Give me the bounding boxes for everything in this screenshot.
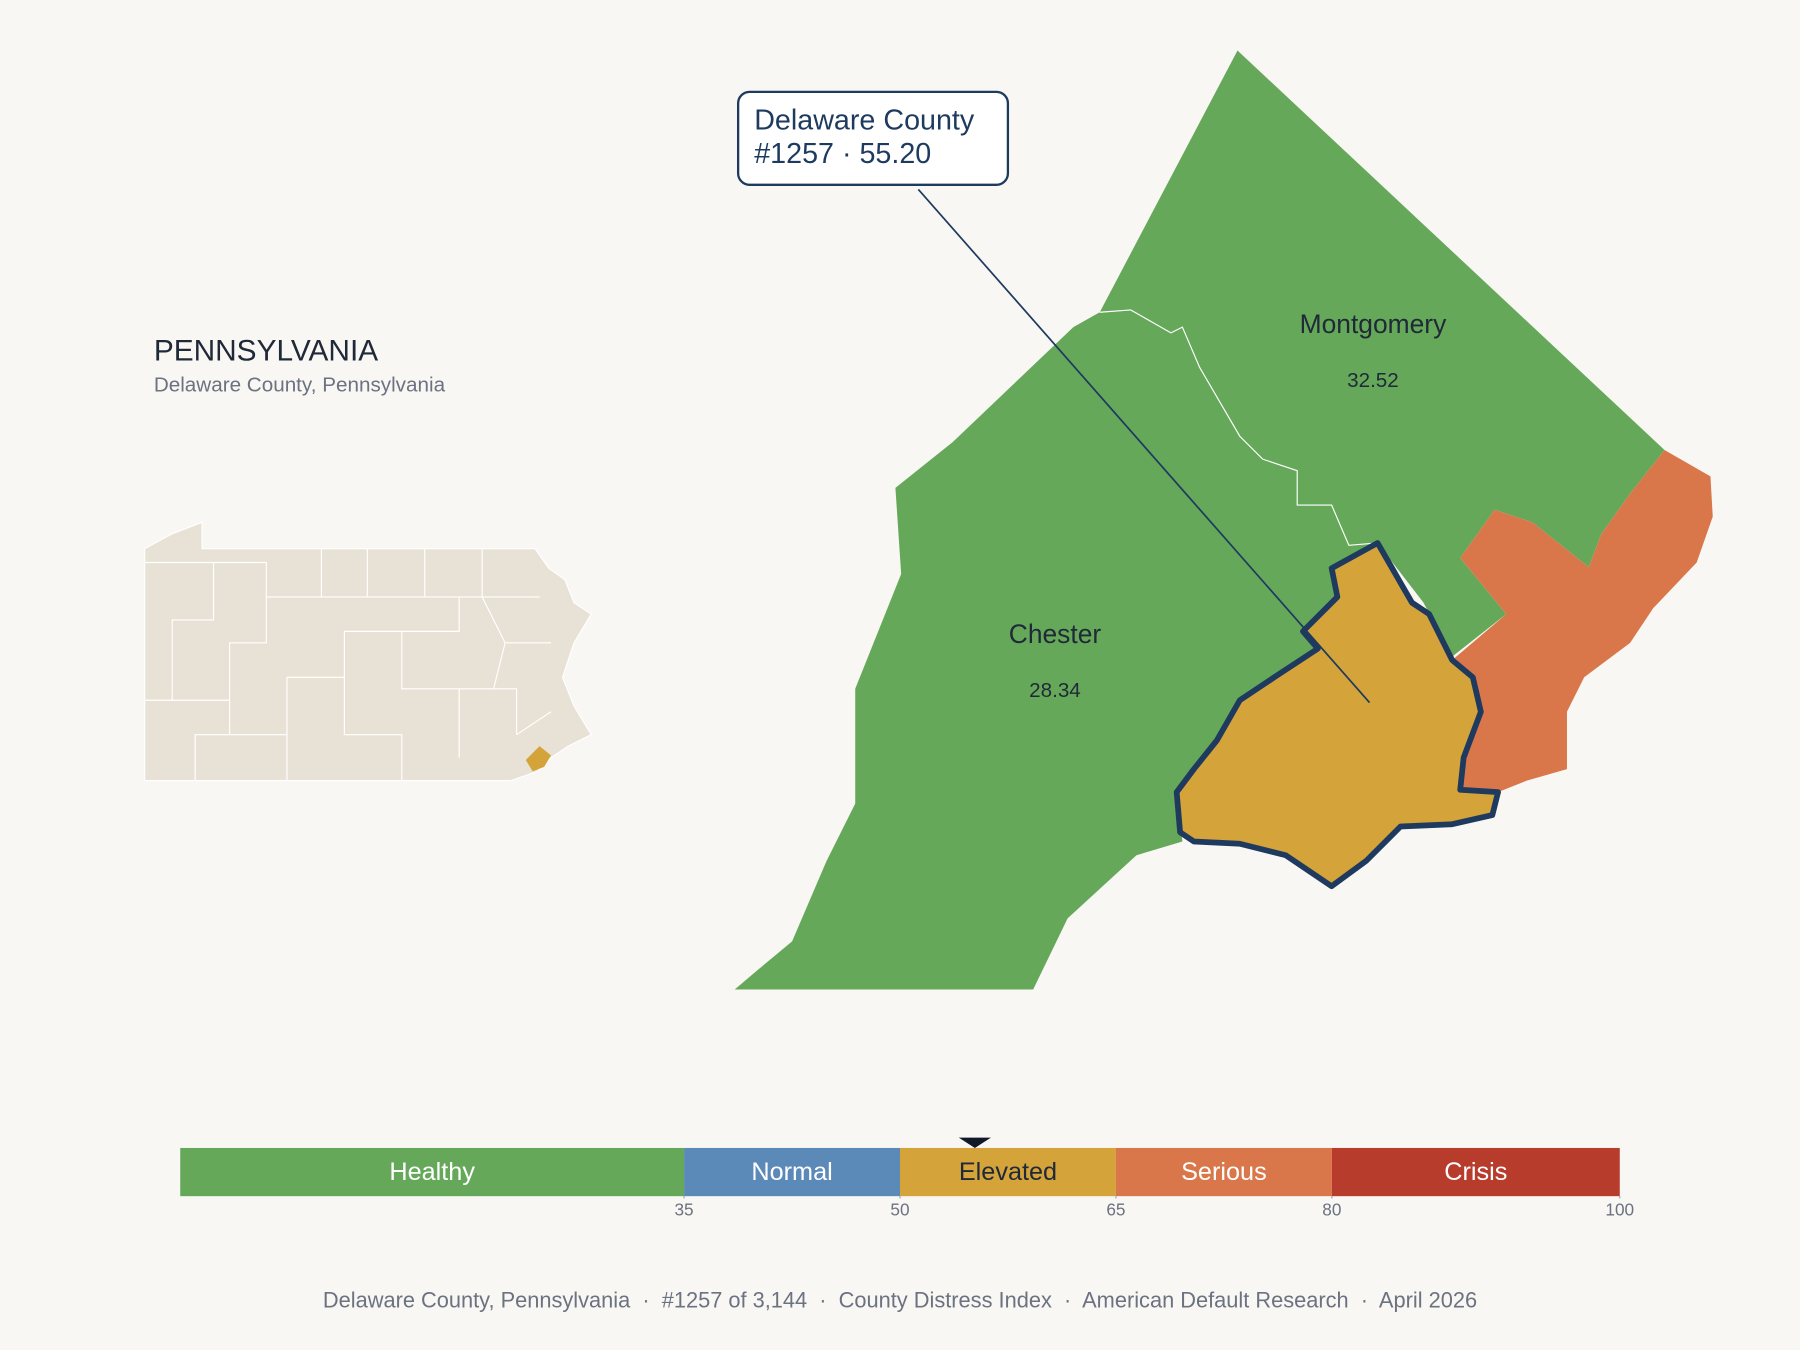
county-philadelphia [1452,450,1713,793]
band-label: Normal [751,1158,832,1186]
river-boundary [1099,309,1378,546]
county-score: 32.52 [1347,369,1399,392]
score-marker [958,1137,991,1148]
callout-title: Delaware County [754,105,975,137]
scale-band [1115,1147,1332,1197]
tick-label: 80 [1322,1200,1341,1220]
county-label: Montgomery [1300,309,1447,339]
band-label: Crisis [1444,1158,1507,1186]
county-chester [734,309,1378,990]
callout-box [736,90,1010,186]
county-montgomery [1099,50,1665,657]
county-lines [144,548,552,781]
scale-band [900,1147,1116,1197]
tick-label: 65 [1106,1200,1125,1220]
subtitle: Delaware County, Pennsylvania [154,373,446,396]
band-label: Healthy [389,1158,475,1186]
scale-band [1331,1147,1620,1197]
leader-line [917,188,1371,704]
state-title: PENNSYLVANIA [154,334,378,367]
tick-label: 100 [1605,1200,1634,1220]
band-label: Serious [1181,1158,1267,1186]
tick-label: 50 [890,1200,909,1220]
tick-label: 35 [674,1200,693,1220]
scale-band [180,1147,685,1197]
state-inset [144,521,593,782]
state-shape [144,521,593,782]
distress-scale: Healthy Normal Elevated Serious Crisis 35 50 65… [180,1137,1634,1220]
band-label: Elevated [959,1158,1057,1186]
county-delaware[interactable] [1173,540,1501,890]
callout-detail: #1257 · 55.20 [754,138,931,170]
highlight-county [525,746,552,772]
county-label: Chester [1009,619,1102,649]
scale-band [684,1147,900,1197]
footer: Delaware County, Pennsylvania · #1257 of… [323,1288,1477,1313]
county-score: 28.34 [1029,679,1081,702]
